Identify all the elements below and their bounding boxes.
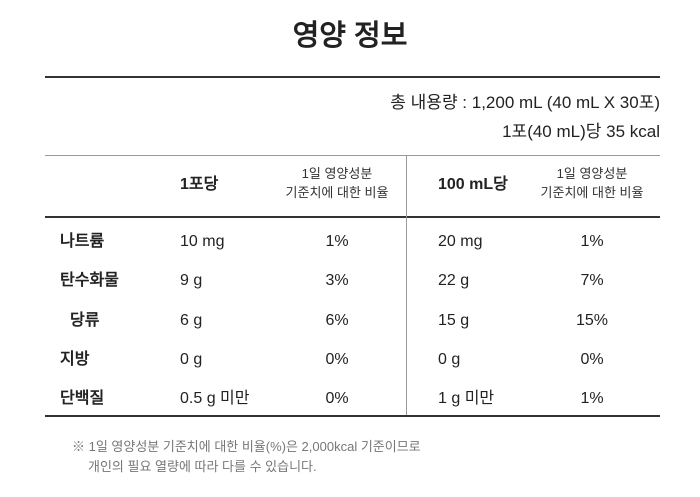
- cell: 1%: [580, 390, 604, 408]
- body-rule: [45, 216, 660, 218]
- bottom-rule: [45, 415, 660, 417]
- header-rule: [45, 155, 660, 156]
- column-header: 1일 영양성분: [556, 166, 628, 181]
- row-label: 단백질: [60, 390, 105, 408]
- cell: 15%: [575, 311, 609, 329]
- cell: 1%: [325, 233, 349, 250]
- cell: 6 g: [180, 311, 203, 329]
- cell: 1%: [580, 233, 604, 250]
- cell: 10 mg: [180, 233, 225, 250]
- column-header: 1일 영양성분: [301, 166, 373, 181]
- cell: 0 g: [180, 350, 203, 368]
- cell: 15 g: [438, 311, 470, 329]
- cell: 0.5 g 미만: [180, 390, 250, 408]
- cell: 7%: [580, 272, 604, 290]
- column-header: 기준치에 대한 비율: [540, 185, 644, 200]
- cell: 20 mg: [438, 233, 483, 250]
- row-label: 나트륨: [60, 233, 105, 250]
- row-label: 당류: [70, 311, 100, 329]
- cell: 3%: [325, 272, 349, 290]
- row-label: 탄수화물: [60, 272, 119, 290]
- footnote: ※ 1일 영양성분 기준치에 대한 비율(%)은 2,000kcal 기준이므로: [72, 439, 421, 454]
- summary-line: 총 내용량 : 1,200 mL (40 mL X 30포): [390, 93, 660, 112]
- column-header: 1포당: [180, 176, 219, 193]
- cell: 0 g: [438, 350, 461, 368]
- column-header: 100 mL당: [438, 176, 508, 193]
- cell: 1 g 미만: [438, 390, 495, 408]
- column-header: 기준치에 대한 비율: [285, 185, 389, 200]
- cell: 6%: [325, 311, 349, 329]
- column-divider: [406, 155, 407, 415]
- row-label: 지방: [60, 350, 90, 368]
- footnote: 개인의 필요 열량에 따라 다를 수 있습니다.: [88, 459, 317, 474]
- top-rule: [45, 76, 660, 78]
- cell: 9 g: [180, 272, 203, 290]
- cell: 0%: [580, 350, 604, 368]
- cell: 0%: [325, 390, 349, 408]
- title: 영양 정보: [292, 20, 408, 52]
- summary-line: 1포(40 mL)당 35 kcal: [502, 122, 660, 141]
- cell: 22 g: [438, 272, 470, 290]
- cell: 0%: [325, 350, 349, 368]
